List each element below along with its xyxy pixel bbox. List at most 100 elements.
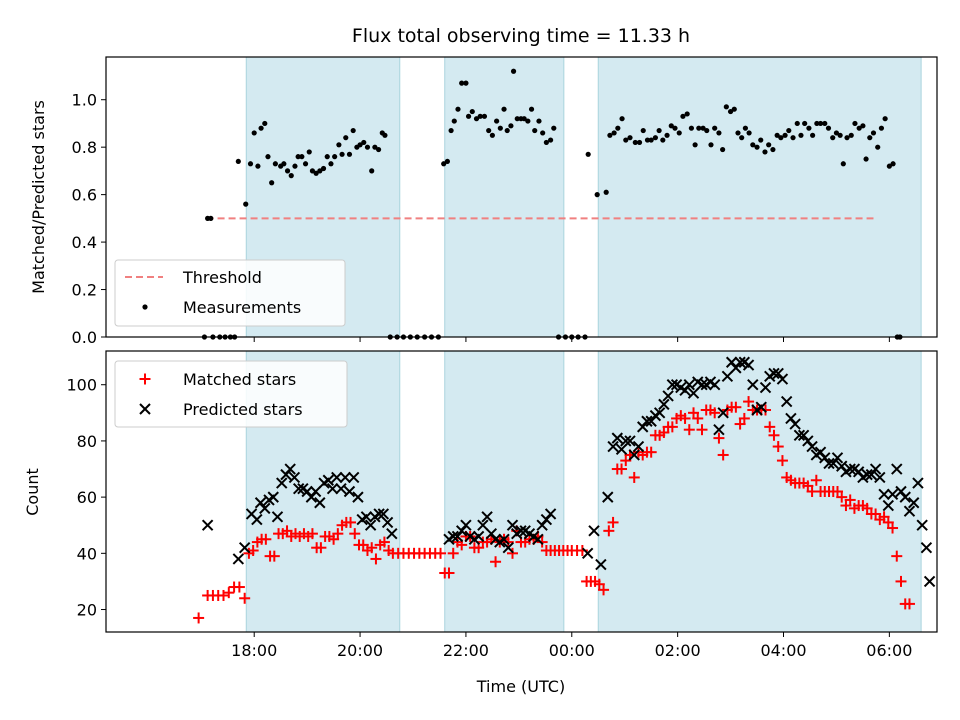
matched-star-point: [378, 536, 390, 548]
predicted-star-point: [734, 356, 746, 368]
measurement-point: [317, 168, 323, 174]
predicted-star-point: [742, 359, 755, 371]
x-tick-label: 00:00: [549, 641, 595, 660]
predicted-star-point: [874, 471, 886, 484]
measurement-point: [339, 151, 345, 157]
count-points: [193, 356, 936, 624]
predicted-star-point: [869, 463, 882, 475]
predicted-star-point: [793, 429, 806, 442]
measurement-point: [806, 125, 812, 131]
observing-band-1: [444, 56, 565, 338]
predicted-star-point: [620, 435, 632, 447]
measurement-point: [786, 127, 792, 134]
measurement-point: [735, 130, 741, 136]
x-tick-label: 18:00: [231, 641, 277, 660]
legend-measurements-swatch: [142, 304, 148, 310]
predicted-star-point: [844, 463, 856, 475]
top-axis-ticks: 0.0 0.2 0.4 0.6 0.8 1.0: [72, 91, 890, 347]
measurement-point: [814, 120, 820, 127]
measurement-point: [830, 135, 836, 141]
matched-star-point: [645, 446, 657, 458]
predicted-star-point: [322, 474, 335, 486]
matched-star-point: [688, 407, 700, 419]
measurement-point: [247, 161, 254, 167]
matched-star-point: [903, 598, 915, 610]
measurement-point: [708, 142, 714, 148]
matched-star-point: [349, 528, 361, 540]
predicted-star-point: [920, 541, 933, 554]
matched-star-point: [443, 567, 455, 579]
count-panel: 20 40 60 80 100 18:00 20:00 22:00 00:00 02:00 04:0…: [23, 350, 938, 696]
x-tick-label: 20:00: [337, 641, 383, 660]
predicted-star-point: [696, 379, 708, 391]
predicted-star-point: [628, 449, 640, 461]
matched-star-point: [696, 424, 708, 436]
matched-star-point: [882, 516, 894, 528]
legend-matched-swatch: [139, 373, 151, 385]
measurement-point: [284, 168, 291, 174]
legend-predicted-swatch: [139, 403, 151, 415]
measurement-point: [720, 146, 726, 153]
measurement-point: [299, 154, 305, 160]
bottom-legend: Matched stars Predicted stars: [114, 360, 348, 428]
measurement-point: [615, 125, 621, 131]
measurement-point: [508, 123, 514, 129]
measurement-point: [350, 127, 356, 134]
x-tick-label: 02:00: [655, 641, 701, 660]
matched-star-point: [502, 536, 514, 548]
measurement-point: [684, 111, 690, 117]
measurement-point: [607, 132, 613, 138]
measurement-point: [551, 125, 557, 131]
matched-star-point: [810, 474, 822, 486]
predicted-star-point: [891, 463, 903, 475]
matched-star-point: [891, 550, 903, 562]
measurement-point: [656, 127, 662, 134]
bottom-axis-ticks: 20 40 60 80 100 18:00 20:00 22:00 00:00 02:00 04:0…: [66, 376, 912, 660]
measurement-point: [346, 151, 353, 157]
measurement-point: [640, 127, 646, 134]
matched-star-point: [239, 592, 251, 604]
matched-star-point: [332, 528, 344, 540]
measurement-point: [441, 161, 447, 167]
predicted-star-point: [276, 477, 288, 489]
y-tick-label: 0.0: [72, 328, 97, 347]
predicted-star-point: [259, 502, 271, 515]
observing-band-1: [444, 350, 565, 633]
matched-star-point: [692, 412, 704, 424]
predicted-star-point: [916, 519, 928, 531]
predicted-star-point: [878, 488, 890, 501]
observing-band-2: [597, 350, 922, 633]
predicted-star-point: [326, 482, 339, 495]
predicted-star-point: [544, 508, 557, 520]
matched-star-point: [895, 575, 907, 587]
measurement-point: [501, 106, 507, 112]
measurement-point: [265, 154, 271, 160]
predicted-star-point: [477, 519, 489, 531]
measurement-point: [481, 113, 488, 119]
top-y-axis-label: Matched/Predicted stars: [29, 100, 48, 294]
predicted-star-point: [481, 511, 493, 523]
predicted-star-point: [271, 511, 284, 523]
measurement-point: [680, 113, 686, 119]
matched-star-point: [861, 502, 873, 514]
predicted-star-point: [780, 395, 793, 408]
matched-star-point: [730, 401, 742, 413]
top-axes-frame: [105, 56, 938, 338]
y-tick-label: 0.6: [72, 186, 97, 205]
measurement-point: [477, 113, 483, 119]
measurement-point: [536, 118, 542, 124]
measurement-point: [623, 137, 629, 143]
matched-star-point: [776, 455, 788, 467]
measurement-point: [742, 125, 748, 131]
measurement-point: [870, 130, 877, 136]
measurement-point: [652, 135, 659, 141]
matched-star-point: [435, 547, 447, 559]
measurement-point: [644, 137, 651, 143]
matched-star-point: [370, 553, 382, 565]
predicted-star-point: [666, 379, 679, 391]
measurement-point: [463, 80, 469, 86]
predicted-star-point: [515, 525, 527, 537]
measurement-point: [817, 120, 824, 127]
matched-star-point: [713, 432, 725, 444]
observing-band-2: [597, 56, 922, 338]
